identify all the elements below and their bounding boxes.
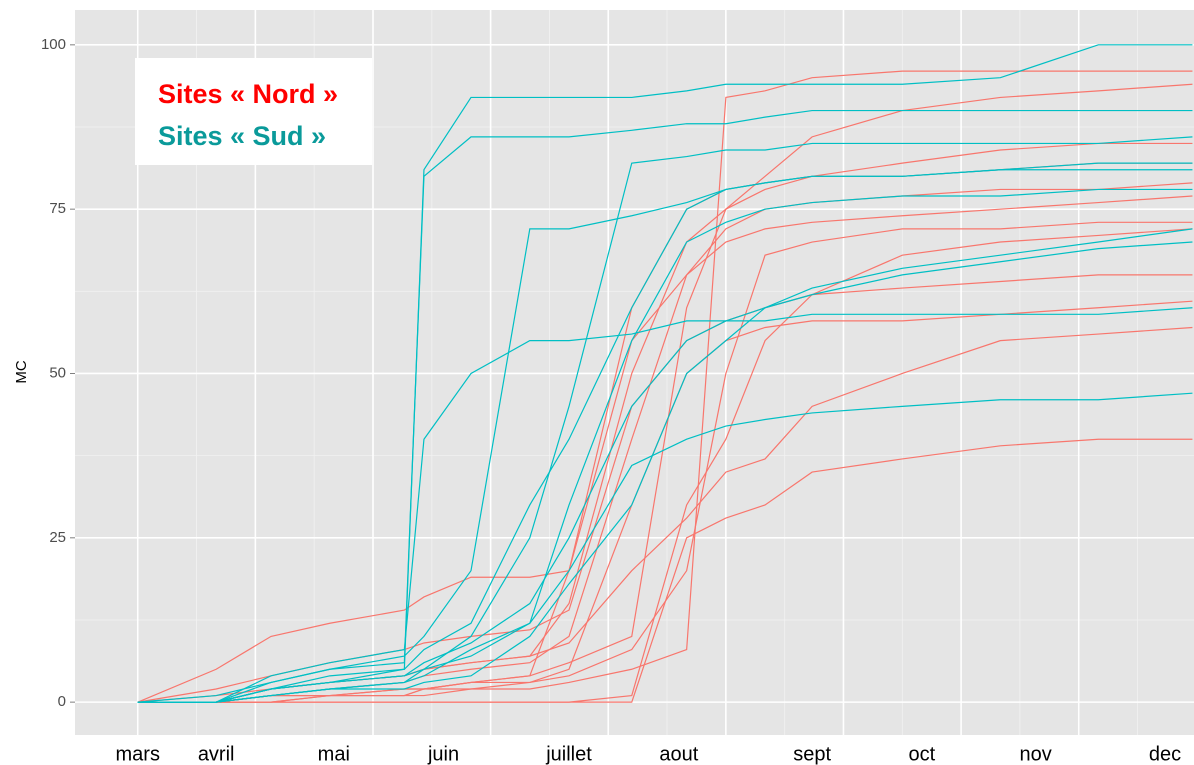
x-tick-label: nov bbox=[1019, 743, 1051, 765]
series-line bbox=[137, 195, 1193, 703]
legend-label: Sites « Nord » bbox=[158, 79, 338, 109]
x-tick-label: aout bbox=[659, 743, 698, 765]
x-tick-label: sept bbox=[793, 743, 831, 765]
y-axis-label: MC bbox=[13, 360, 30, 383]
x-tick-label: avril bbox=[198, 743, 235, 765]
x-tick-label: mars bbox=[116, 743, 160, 765]
series-line bbox=[137, 169, 1193, 703]
series-line bbox=[137, 438, 1193, 703]
y-tick-label: 100 bbox=[41, 36, 66, 53]
y-tick-label: 0 bbox=[58, 693, 66, 710]
legend-label: Sites « Sud » bbox=[158, 121, 326, 151]
y-tick-label: 75 bbox=[49, 200, 66, 217]
x-tick-label: oct bbox=[909, 743, 936, 765]
series-line bbox=[137, 307, 1193, 703]
x-tick-label: juillet bbox=[545, 743, 592, 765]
legend-box bbox=[135, 58, 372, 165]
series-line bbox=[137, 188, 1193, 703]
y-tick-label: 50 bbox=[49, 364, 66, 381]
x-tick-label: mai bbox=[318, 743, 350, 765]
x-tick-label: dec bbox=[1149, 743, 1181, 765]
series-line bbox=[137, 228, 1193, 703]
y-tick-label: 25 bbox=[49, 529, 66, 546]
series-line bbox=[137, 70, 1193, 703]
x-tick-label: juin bbox=[427, 743, 459, 765]
